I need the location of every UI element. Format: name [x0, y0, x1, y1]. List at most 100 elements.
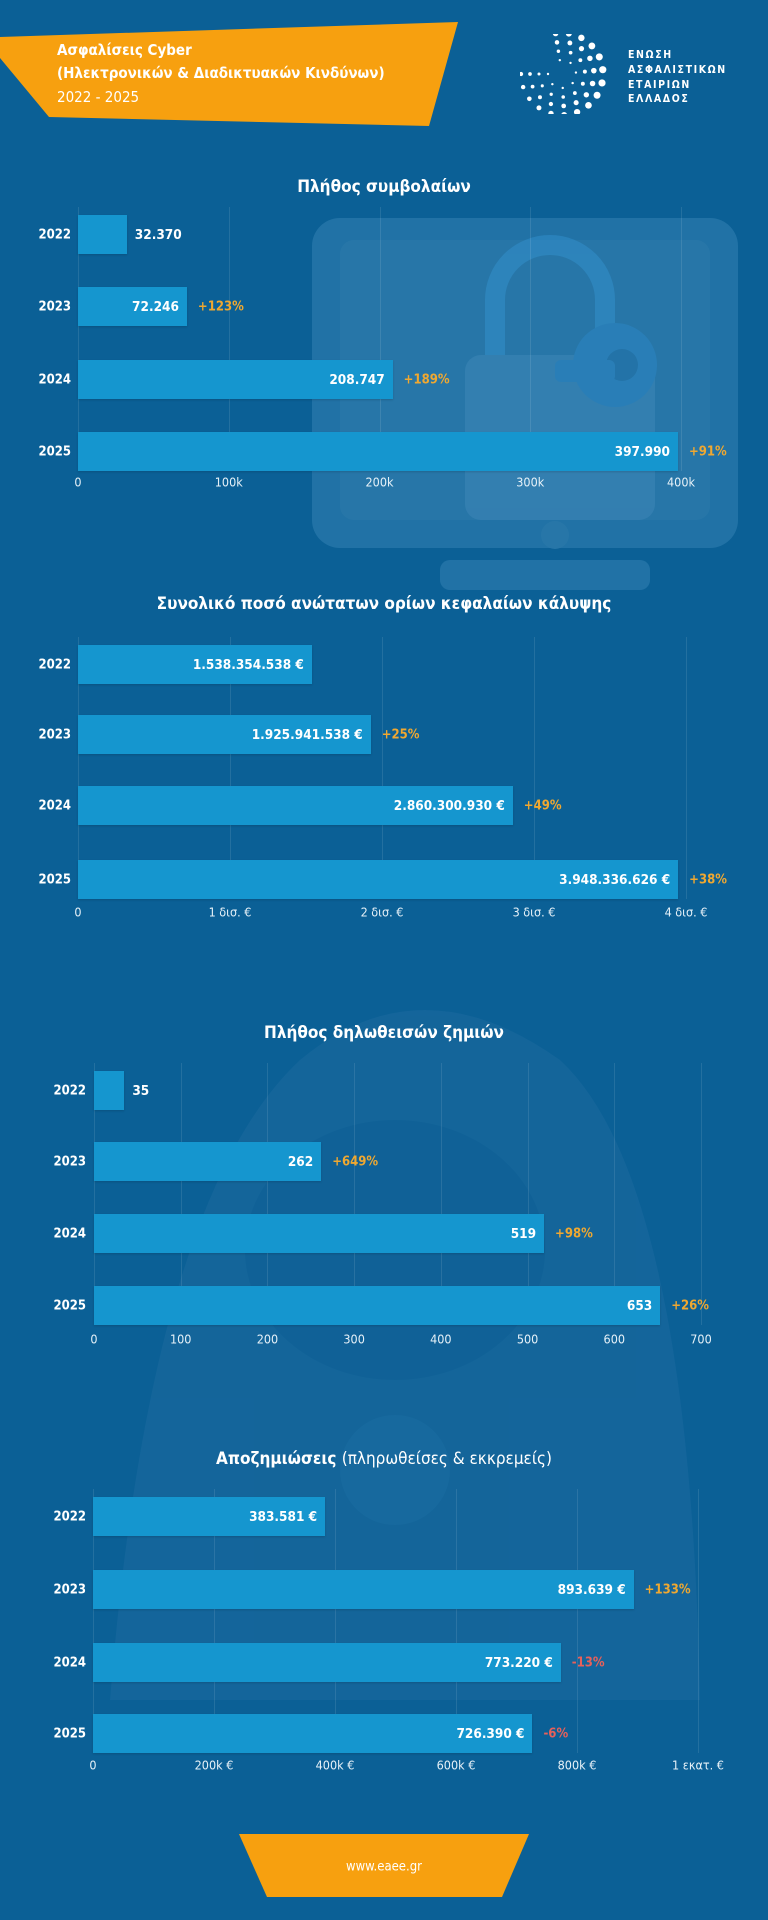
- gridline: [354, 1063, 356, 1325]
- change-label: -13%: [571, 1655, 605, 1670]
- change-label: -6%: [543, 1726, 569, 1741]
- value-label: 32.370: [134, 226, 182, 243]
- change-label: +649%: [332, 1154, 379, 1169]
- logo-dot: [569, 61, 572, 65]
- footer-url-link[interactable]: www.eaee.gr: [346, 1859, 422, 1875]
- bar-2023: [78, 715, 371, 754]
- logo-dot: [588, 42, 596, 50]
- x-tick-label: 2 δισ. €: [360, 904, 404, 920]
- logo-dot: [598, 79, 606, 87]
- bar-2023: [78, 287, 187, 326]
- logo-dot: [561, 112, 567, 114]
- logo-dot: [548, 110, 554, 114]
- value-label: 893.639 €: [557, 1581, 626, 1598]
- change-label: +133%: [644, 1582, 691, 1597]
- year-label: 2022: [53, 1509, 86, 1524]
- value-label: 35: [132, 1082, 150, 1099]
- header-banner-shape: [0, 22, 458, 126]
- logo-dot: [537, 72, 541, 76]
- chart-title-compensations-main: Αποζημιώσεις: [216, 1449, 337, 1469]
- logo-dot: [520, 84, 526, 90]
- logo-text-line1: ΕΝΩΣΗ: [628, 49, 673, 61]
- year-label: 2024: [53, 1655, 86, 1670]
- logo-dot: [520, 71, 524, 77]
- gridline: [180, 1063, 182, 1325]
- logo-dot: [591, 67, 597, 74]
- logo-dot: [527, 96, 532, 102]
- change-label: +189%: [403, 372, 450, 387]
- value-label: 397.990: [614, 443, 670, 460]
- logo-dot: [567, 40, 573, 46]
- logo-dot: [578, 34, 585, 42]
- x-tick-label: 1 δισ. €: [208, 904, 252, 920]
- x-tick-label: 200: [256, 1331, 279, 1347]
- logo-dot: [551, 82, 554, 86]
- chart-title-compensations-note: (πληρωθείσες & εκκρεμείς): [341, 1449, 552, 1469]
- value-label: 519: [510, 1225, 537, 1242]
- gridline: [230, 637, 231, 899]
- logo-dot: [595, 53, 603, 61]
- x-tick-label: 100k: [214, 474, 243, 490]
- logo-dot: [561, 103, 567, 109]
- logo-dot: [587, 55, 593, 62]
- year-label: 2024: [38, 372, 71, 387]
- change-label: +98%: [555, 1226, 593, 1241]
- bar-2022: [94, 1071, 125, 1110]
- x-tick-label: 0: [74, 474, 82, 490]
- value-label: 72.246: [132, 298, 179, 315]
- logo-dot: [536, 105, 542, 111]
- logo-dot: [530, 84, 535, 89]
- logo-dot: [556, 49, 561, 54]
- header-period: 2022 - 2025: [57, 88, 140, 106]
- x-tick-label: 300: [343, 1331, 365, 1347]
- gridline: [698, 1489, 699, 1753]
- logo-text-line2: ΑΣΦΑΛΙΣΤΙΚΩΝ: [628, 64, 727, 76]
- x-tick-label: 3 δισ. €: [512, 904, 556, 920]
- logo-dot: [593, 91, 601, 99]
- logo-dot: [565, 34, 572, 37]
- footer-banner: [239, 1834, 529, 1897]
- x-tick-label: 800k €: [557, 1757, 597, 1773]
- logo-text-line3: ΕΤΑΙΡΙΩΝ: [628, 79, 691, 91]
- logo-dot: [561, 86, 564, 90]
- change-label: +38%: [689, 872, 727, 887]
- x-tick-label: 600k €: [436, 1757, 476, 1773]
- bar-2025: [78, 860, 679, 899]
- logo-dot: [561, 95, 565, 99]
- bar-2022: [78, 645, 312, 684]
- x-tick-label: 500: [516, 1331, 539, 1347]
- gridline: [379, 207, 381, 471]
- x-tick-label: 0: [90, 1331, 98, 1347]
- logo-dot: [554, 40, 560, 45]
- value-label: 653: [626, 1297, 653, 1314]
- gridline: [335, 1489, 336, 1753]
- chart-title-coverage-limits: Συνολικό ποσό ανώτατων ορίων κεφαλαίων κ…: [156, 594, 612, 614]
- year-label: 2022: [38, 227, 71, 242]
- year-label: 2025: [38, 872, 71, 887]
- x-tick-label: 200k: [365, 474, 394, 490]
- logo-dot: [599, 66, 607, 74]
- gridline: [228, 207, 230, 471]
- logo-dot: [528, 72, 532, 76]
- x-tick-label: 0: [74, 904, 82, 920]
- logo-dot: [573, 100, 579, 106]
- year-label: 2022: [53, 1083, 86, 1098]
- year-label: 2025: [38, 444, 71, 459]
- bar-2023: [94, 1142, 322, 1181]
- logo-dot: [585, 101, 592, 109]
- logo-dot: [548, 101, 554, 107]
- logo-dot: [568, 50, 573, 55]
- bar-2024: [78, 786, 513, 825]
- header-title-line2: (Ηλεκτρονικών & Διαδικτυακών Κινδύνων): [57, 64, 385, 82]
- logo-dot: [558, 58, 562, 62]
- logo-dot: [582, 69, 587, 74]
- value-label: 383.581 €: [249, 1508, 318, 1525]
- logo-dot: [537, 95, 542, 100]
- change-label: +25%: [381, 727, 420, 742]
- gridline: [577, 1489, 578, 1753]
- year-label: 2022: [38, 657, 71, 672]
- x-tick-label: 600: [603, 1331, 626, 1347]
- x-tick-label: 100: [169, 1331, 192, 1347]
- logo-text-line4: ΕΛΛΑΔΟΣ: [628, 93, 690, 105]
- logo-dot: [578, 58, 583, 63]
